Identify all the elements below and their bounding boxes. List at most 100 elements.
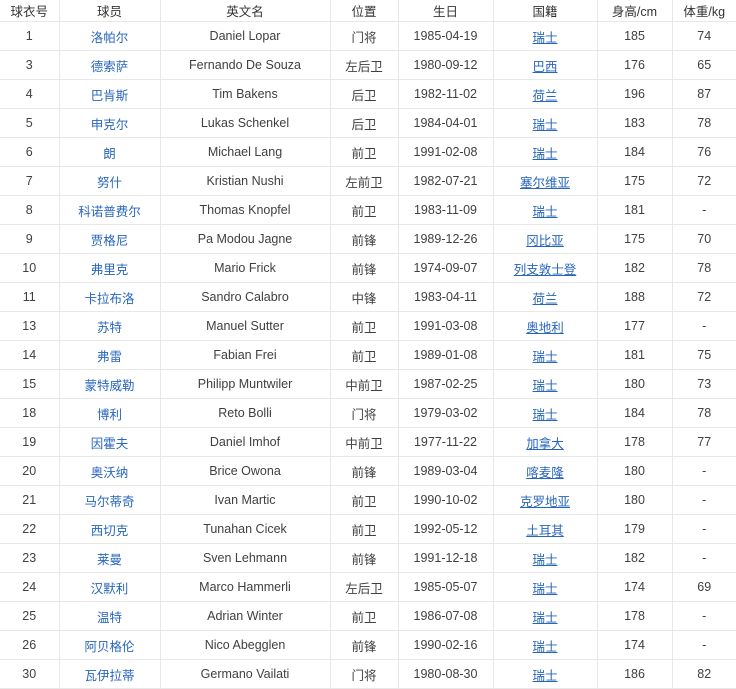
- cell-nationality: 塞尔维亚: [493, 166, 598, 196]
- cell-weight: 75: [672, 340, 736, 370]
- nationality-link[interactable]: 瑞士: [532, 668, 558, 683]
- cell-weight: -: [672, 514, 736, 544]
- cell-birthday: 1992-05-12: [398, 514, 494, 544]
- cell-player-name: 贾格尼: [59, 224, 161, 254]
- player-link[interactable]: 西切克: [90, 523, 129, 538]
- nationality-link[interactable]: 喀麦隆: [526, 465, 564, 480]
- player-link[interactable]: 朗: [103, 146, 116, 161]
- cell-jersey-number: 22: [0, 514, 60, 544]
- cell-player-name: 汉默利: [59, 572, 161, 602]
- nationality-link[interactable]: 冈比亚: [526, 233, 564, 248]
- cell-birthday: 1983-11-09: [398, 195, 494, 225]
- cell-weight: -: [672, 195, 736, 225]
- cell-position: 前卫: [330, 601, 399, 631]
- header-nationality: 国籍: [493, 0, 598, 22]
- cell-height: 184: [597, 137, 673, 167]
- player-link[interactable]: 德索萨: [90, 59, 129, 74]
- cell-jersey-number: 3: [0, 50, 60, 80]
- nationality-link[interactable]: 瑞士: [532, 610, 558, 625]
- player-link[interactable]: 苏特: [96, 320, 122, 335]
- header-birthday: 生日: [398, 0, 494, 22]
- nationality-link[interactable]: 克罗地亚: [519, 494, 570, 509]
- table-body: 1 洛帕尔 Daniel Lopar 门将 1985-04-19 瑞士 18 5 …: [0, 21, 736, 689]
- nationality-link[interactable]: 巴西: [532, 59, 558, 74]
- nationality-link[interactable]: 瑞士: [532, 117, 558, 132]
- nationality-link[interactable]: 列支敦士登: [513, 262, 577, 277]
- player-link[interactable]: 弗里克: [90, 262, 129, 277]
- player-link[interactable]: 博利: [96, 407, 122, 422]
- nationality-link[interactable]: 瑞士: [532, 639, 558, 654]
- table-row: 18 博利 Reto Bolli 门将 1979-03-02 瑞士 184 78: [0, 398, 736, 428]
- nationality-link[interactable]: 土耳其: [526, 523, 564, 538]
- nationality-link[interactable]: 瑞士: [532, 552, 558, 567]
- player-link[interactable]: 因霍夫: [90, 436, 129, 451]
- player-link[interactable]: 蒙特威勒: [84, 378, 135, 393]
- cell-english-name: Adrian Winter: [160, 601, 331, 631]
- nationality-link[interactable]: 瑞士: [532, 581, 558, 596]
- nationality-link[interactable]: 荷兰: [532, 291, 558, 306]
- table-row: 30 瓦伊拉蒂 Germano Vailati 门将 1980-08-30 瑞士…: [0, 659, 736, 689]
- cell-weight: 74: [672, 21, 736, 51]
- player-link[interactable]: 洛帕尔: [90, 30, 129, 45]
- cell-position: 前卫: [330, 514, 399, 544]
- player-link[interactable]: 阿贝格伦: [84, 639, 135, 654]
- nationality-link[interactable]: 奥地利: [526, 320, 564, 335]
- table-row: 8 科诺普费尔 Thomas Knopfel 前卫 1983-11-09 瑞士 …: [0, 195, 736, 225]
- cell-birthday: 1989-12-26: [398, 224, 494, 254]
- player-link[interactable]: 卡拉布洛: [84, 291, 135, 306]
- cell-jersey-number: 4: [0, 79, 60, 109]
- player-link[interactable]: 温特: [96, 610, 122, 625]
- cell-nationality: 瑞士: [493, 630, 598, 660]
- cell-player-name: 因霍夫: [59, 427, 161, 457]
- nationality-link[interactable]: 瑞士: [532, 407, 558, 422]
- player-link[interactable]: 申克尔: [90, 117, 129, 132]
- cell-height: 186: [597, 659, 673, 689]
- player-link[interactable]: 奥沃纳: [90, 465, 129, 480]
- table-row: 19 因霍夫 Daniel Imhof 中前卫 1977-11-22 加拿大 1…: [0, 427, 736, 457]
- cell-player-name: 申克尔: [59, 108, 161, 138]
- cell-height: 181: [597, 195, 673, 225]
- cell-weight: 72: [672, 282, 736, 312]
- nationality-link[interactable]: 瑞士: [532, 30, 558, 45]
- nationality-link[interactable]: 瑞士: [532, 204, 558, 219]
- cell-position: 左前卫: [330, 166, 399, 196]
- player-link[interactable]: 贾格尼: [90, 233, 129, 248]
- player-link[interactable]: 马尔蒂奇: [84, 494, 135, 509]
- cell-height: 188: [597, 282, 673, 312]
- table-row: 1 洛帕尔 Daniel Lopar 门将 1985-04-19 瑞士 185 …: [0, 21, 736, 51]
- player-link[interactable]: 努什: [96, 175, 122, 190]
- cell-birthday: 1991-02-08: [398, 137, 494, 167]
- player-link[interactable]: 汉默利: [90, 581, 129, 596]
- cell-position: 后卫: [330, 79, 399, 109]
- player-link[interactable]: 巴肯斯: [90, 88, 129, 103]
- nationality-link[interactable]: 加拿大: [526, 436, 564, 451]
- cell-english-name: Michael Lang: [160, 137, 331, 167]
- table-row: 24 汉默利 Marco Hammerli 左后卫 1985-05-07 瑞士 …: [0, 572, 736, 602]
- nationality-link[interactable]: 塞尔维亚: [519, 175, 570, 190]
- cell-position: 前卫: [330, 311, 399, 341]
- nationality-link[interactable]: 瑞士: [532, 349, 558, 364]
- player-link[interactable]: 莱曼: [96, 552, 122, 567]
- header-position: 位置: [330, 0, 399, 22]
- nationality-link[interactable]: 荷兰: [532, 88, 558, 103]
- cell-english-name: Reto Bolli: [160, 398, 331, 428]
- player-link[interactable]: 瓦伊拉蒂: [84, 668, 135, 683]
- cell-english-name: Ivan Martic: [160, 485, 331, 515]
- cell-height: 182: [597, 543, 673, 573]
- cell-position: 前锋: [330, 456, 399, 486]
- nationality-link[interactable]: 瑞士: [532, 378, 558, 393]
- player-link[interactable]: 弗雷: [96, 349, 122, 364]
- cell-jersey-number: 10: [0, 253, 60, 283]
- cell-position: 前卫: [330, 485, 399, 515]
- nationality-link[interactable]: 瑞士: [532, 146, 558, 161]
- cell-nationality: 冈比亚: [493, 224, 598, 254]
- cell-height: 177: [597, 311, 673, 341]
- cell-jersey-number: 9: [0, 224, 60, 254]
- cell-birthday: 1990-10-02: [398, 485, 494, 515]
- cell-nationality: 瑞士: [493, 108, 598, 138]
- cell-nationality: 土耳其: [493, 514, 598, 544]
- cell-english-name: Sandro Calabro: [160, 282, 331, 312]
- cell-english-name: Fabian Frei: [160, 340, 331, 370]
- cell-nationality: 奥地利: [493, 311, 598, 341]
- player-link[interactable]: 科诺普费尔: [78, 204, 141, 219]
